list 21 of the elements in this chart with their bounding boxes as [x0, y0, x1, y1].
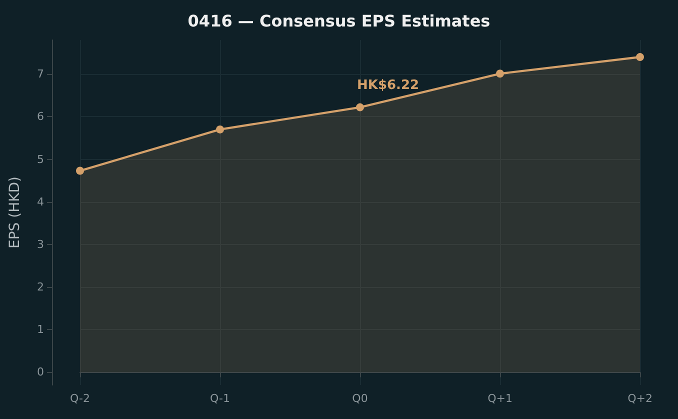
y-tick-label: 3: [37, 238, 44, 251]
y-tick-label: 6: [37, 110, 44, 124]
x-tick-label: Q+1: [488, 392, 512, 405]
annotation: HK$6.22: [357, 78, 420, 93]
point: [356, 103, 364, 112]
x-tick-label: Q-1: [210, 392, 230, 405]
y-tick-label: 1: [37, 323, 44, 336]
point: [496, 70, 504, 78]
y-tick-label: 5: [37, 152, 44, 166]
y-tick-label: 2: [37, 280, 44, 294]
point: [216, 125, 224, 134]
chart-title: 0416 — Consensus EPS Estimates: [188, 12, 490, 30]
x-tick-label: Q0: [352, 392, 368, 405]
y-axis-title: EPS (HKD): [7, 176, 23, 249]
y-tick-label: 0: [37, 366, 44, 379]
x-tick-label: Q+2: [628, 392, 652, 405]
y-tick-label: 7: [37, 68, 44, 81]
y-tick-label: 4: [37, 195, 44, 208]
x-tick-label: Q-2: [70, 392, 90, 405]
point: [636, 53, 644, 62]
point: [76, 166, 84, 175]
